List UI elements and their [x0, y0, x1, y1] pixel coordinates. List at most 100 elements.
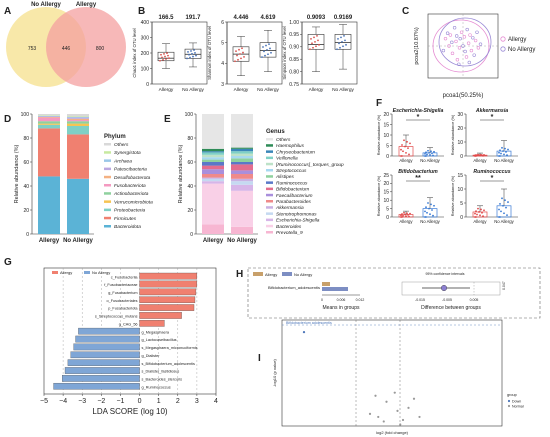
stacked-bar-segment: [202, 154, 224, 158]
pcoa-point: [447, 44, 451, 48]
stacked-bar-segment: [67, 118, 89, 120]
box-point: [192, 55, 194, 58]
stacked-bar-segment: [231, 156, 253, 159]
box-point: [336, 48, 338, 51]
legend-label: Haemophilus: [276, 143, 305, 149]
box: [334, 34, 352, 50]
box-value-label: 166.5: [158, 15, 174, 21]
significance-label: **: [415, 175, 421, 182]
panel-letter: A: [4, 6, 11, 17]
x-tick-label: 0.012: [356, 298, 365, 302]
x-tick-label: Allergy: [39, 238, 60, 244]
sample-point: [500, 210, 502, 213]
legend-swatch: [266, 193, 273, 197]
legend-swatch: [266, 138, 273, 141]
volcano-point: [368, 412, 372, 415]
panel-d-phylum: 0 20 40 60 80 100 Relative abundance (%) Allerg…: [14, 112, 153, 244]
subplot-title: Escherichia-Shigella: [393, 108, 444, 114]
y-tick-label: 20: [23, 208, 29, 214]
lda-bar-label: g_Ruminococcus: [142, 385, 171, 389]
sample-point: [433, 150, 435, 153]
sample-point: [480, 208, 482, 211]
x-axis-label: Means in groups: [323, 305, 360, 311]
box-point: [314, 40, 316, 43]
feature-label: Bifidobacterium_adolescentis: [268, 285, 320, 290]
stacked-bar-segment: [202, 152, 224, 155]
x-tick-label: No Allergy: [227, 238, 257, 244]
venn-set-label: Allergy: [76, 2, 97, 8]
x-tick-label: 0.005: [470, 298, 479, 302]
box-point: [160, 53, 162, 56]
pcoa-point: [473, 38, 478, 43]
box-point: [312, 46, 314, 49]
legend-swatch: [104, 159, 111, 162]
difference-point: [441, 285, 448, 292]
box-point: [342, 45, 344, 48]
y-tick-label: 5: [460, 201, 463, 207]
mean-bar-allergy: [322, 282, 330, 286]
x-tick-label: 0: [321, 298, 323, 302]
sample-point: [503, 153, 505, 156]
y-axis-label: Relative abundance (%): [451, 114, 455, 155]
x-tick-label: 4: [214, 398, 218, 405]
legend-swatch: [266, 218, 273, 222]
y-tick-label: 80: [23, 136, 29, 142]
box-point: [339, 46, 341, 49]
significance-label: *: [417, 114, 420, 121]
sample-point: [400, 148, 402, 151]
stacked-bar-segment: [231, 190, 253, 227]
legend-label: Actinobacteriota: [113, 191, 149, 197]
legend-label: Fusobacteriota: [114, 183, 146, 189]
volcano-point: [393, 391, 396, 394]
sample-point: [429, 154, 431, 156]
stacked-bar-segment: [202, 177, 224, 179]
pcoa-point: [462, 35, 467, 39]
lda-bar-label: c_Fusobacteriia: [111, 275, 139, 279]
lda-bar: [139, 312, 182, 319]
box-point: [168, 57, 170, 60]
lda-bar: [139, 288, 197, 296]
sample-point: [401, 213, 403, 215]
sample-point: [500, 152, 502, 155]
pcoa-point: [450, 51, 455, 56]
sample-point: [405, 151, 407, 154]
sample-point: [402, 150, 404, 153]
x-tick-label: Allergy: [473, 219, 487, 224]
sample-point: [401, 216, 403, 218]
sample-point: [475, 155, 477, 157]
pcoa-point: [468, 33, 472, 37]
box-value-label: 0.9169: [334, 15, 353, 21]
sample-point: [502, 150, 504, 153]
y-tick-label: 10: [383, 133, 389, 139]
box-value-label: 4.446: [233, 15, 249, 21]
box: [184, 48, 202, 59]
legend-swatch: [266, 224, 273, 228]
box-point: [267, 53, 269, 56]
lda-bar: [64, 367, 140, 374]
stacked-bar-segment: [202, 157, 224, 160]
sample-point: [481, 211, 483, 214]
stacked-bar-segment: [202, 165, 224, 170]
y-tick-label: 20: [383, 112, 389, 118]
panel-letter: E: [164, 114, 171, 125]
legend-label: Ruminococcus: [276, 180, 308, 186]
box-point: [164, 55, 166, 58]
stacked-bar-segment: [202, 224, 224, 234]
pcoa-point: [455, 58, 460, 62]
y-axis-label: Simpson index of OTU level: [282, 26, 287, 79]
sample-point: [408, 215, 410, 218]
venn-count: 753: [28, 46, 37, 52]
y-tick-label: 15: [457, 173, 463, 179]
ci-frame: [401, 281, 501, 296]
y-tick-label: 0: [386, 154, 389, 160]
y-tick-label: 30: [457, 112, 463, 118]
legend-swatch: [266, 181, 273, 184]
box-value-label: 191.7: [185, 15, 201, 21]
lda-bar-label: g_CAG_56: [119, 322, 138, 326]
box-value-label: 4.619: [260, 15, 276, 21]
lda-bar-label: s_Bacteroides_stercoris: [142, 378, 183, 382]
x-tick-label: Allergy: [309, 87, 324, 93]
stacked-bar-segment: [231, 114, 253, 148]
